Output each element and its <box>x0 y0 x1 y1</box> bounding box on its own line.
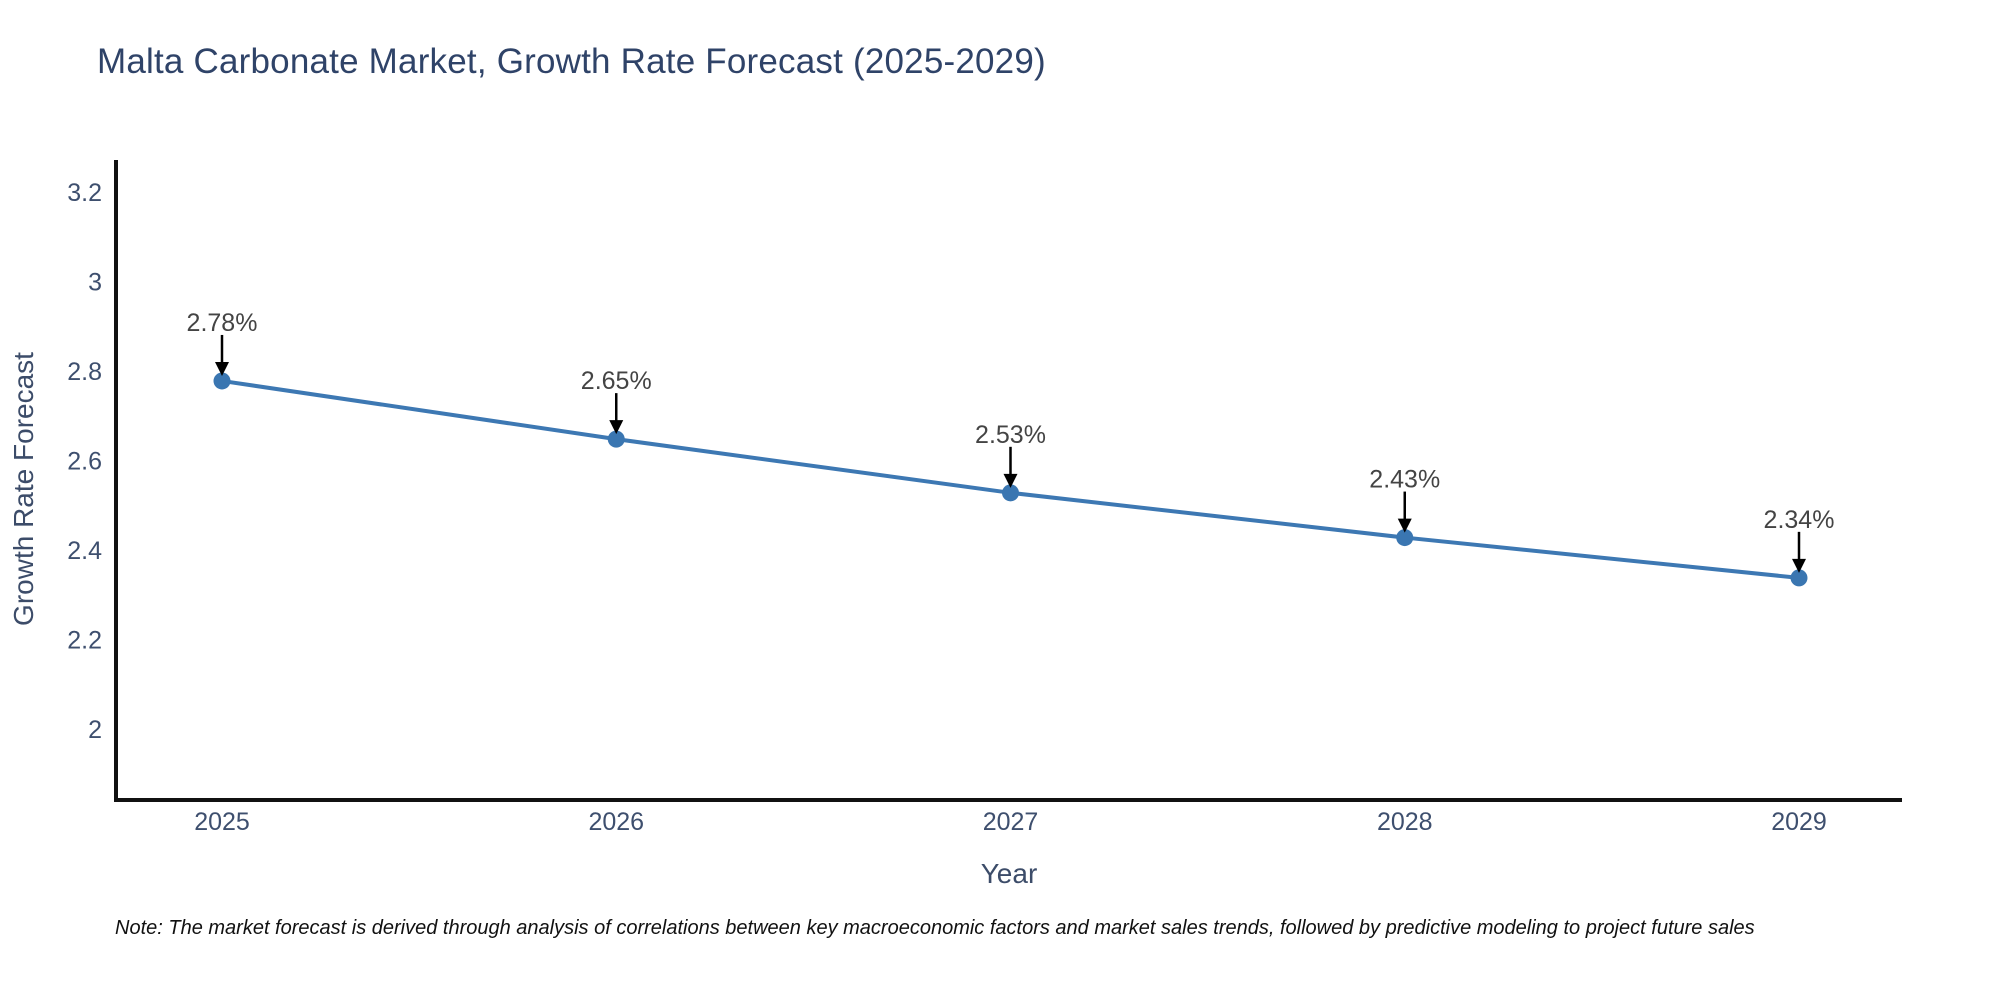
annotation-arrowhead-icon <box>215 361 229 376</box>
y-tick-label: 3 <box>88 269 102 297</box>
data-point-label: 2.53% <box>975 421 1046 449</box>
x-tick-label: 2028 <box>1377 808 1433 836</box>
y-tick-label: 2.2 <box>67 627 102 655</box>
x-tick-label: 2029 <box>1771 808 1827 836</box>
data-point-2027[interactable] <box>1002 484 1019 502</box>
annotation-arrowhead-icon <box>609 420 624 435</box>
x-tick-label: 2026 <box>588 808 644 836</box>
data-point-label: 2.34% <box>1764 506 1835 534</box>
data-point-2029[interactable] <box>1790 569 1808 587</box>
data-point-2026[interactable] <box>607 430 625 448</box>
footnote-text: Note: The market forecast is derived thr… <box>115 917 1755 939</box>
chart-title: Malta Carbonate Market, Growth Rate Fore… <box>97 42 1046 81</box>
data-point-2028[interactable] <box>1396 529 1414 547</box>
annotation-arrowhead-icon <box>1792 558 1806 573</box>
data-point-label: 2.78% <box>187 309 258 337</box>
y-axis-title: Growth Rate Forecast <box>8 352 39 626</box>
y-tick-label: 2.6 <box>67 448 102 476</box>
y-tick-label: 3.2 <box>67 179 102 207</box>
y-tick-label: 2.4 <box>67 537 102 565</box>
annotation-arrowhead-icon <box>1003 473 1018 488</box>
data-point-label: 2.43% <box>1369 466 1440 494</box>
data-point-2025[interactable] <box>213 372 231 390</box>
x-tick-label: 2025 <box>194 808 250 836</box>
x-axis-title: Year <box>980 858 1038 889</box>
y-tick-label: 2 <box>88 716 102 744</box>
x-tick-label: 2027 <box>983 808 1039 836</box>
annotation-arrowhead-icon <box>1397 518 1412 533</box>
y-tick-label: 2.8 <box>67 358 102 386</box>
data-point-label: 2.65% <box>581 367 652 395</box>
